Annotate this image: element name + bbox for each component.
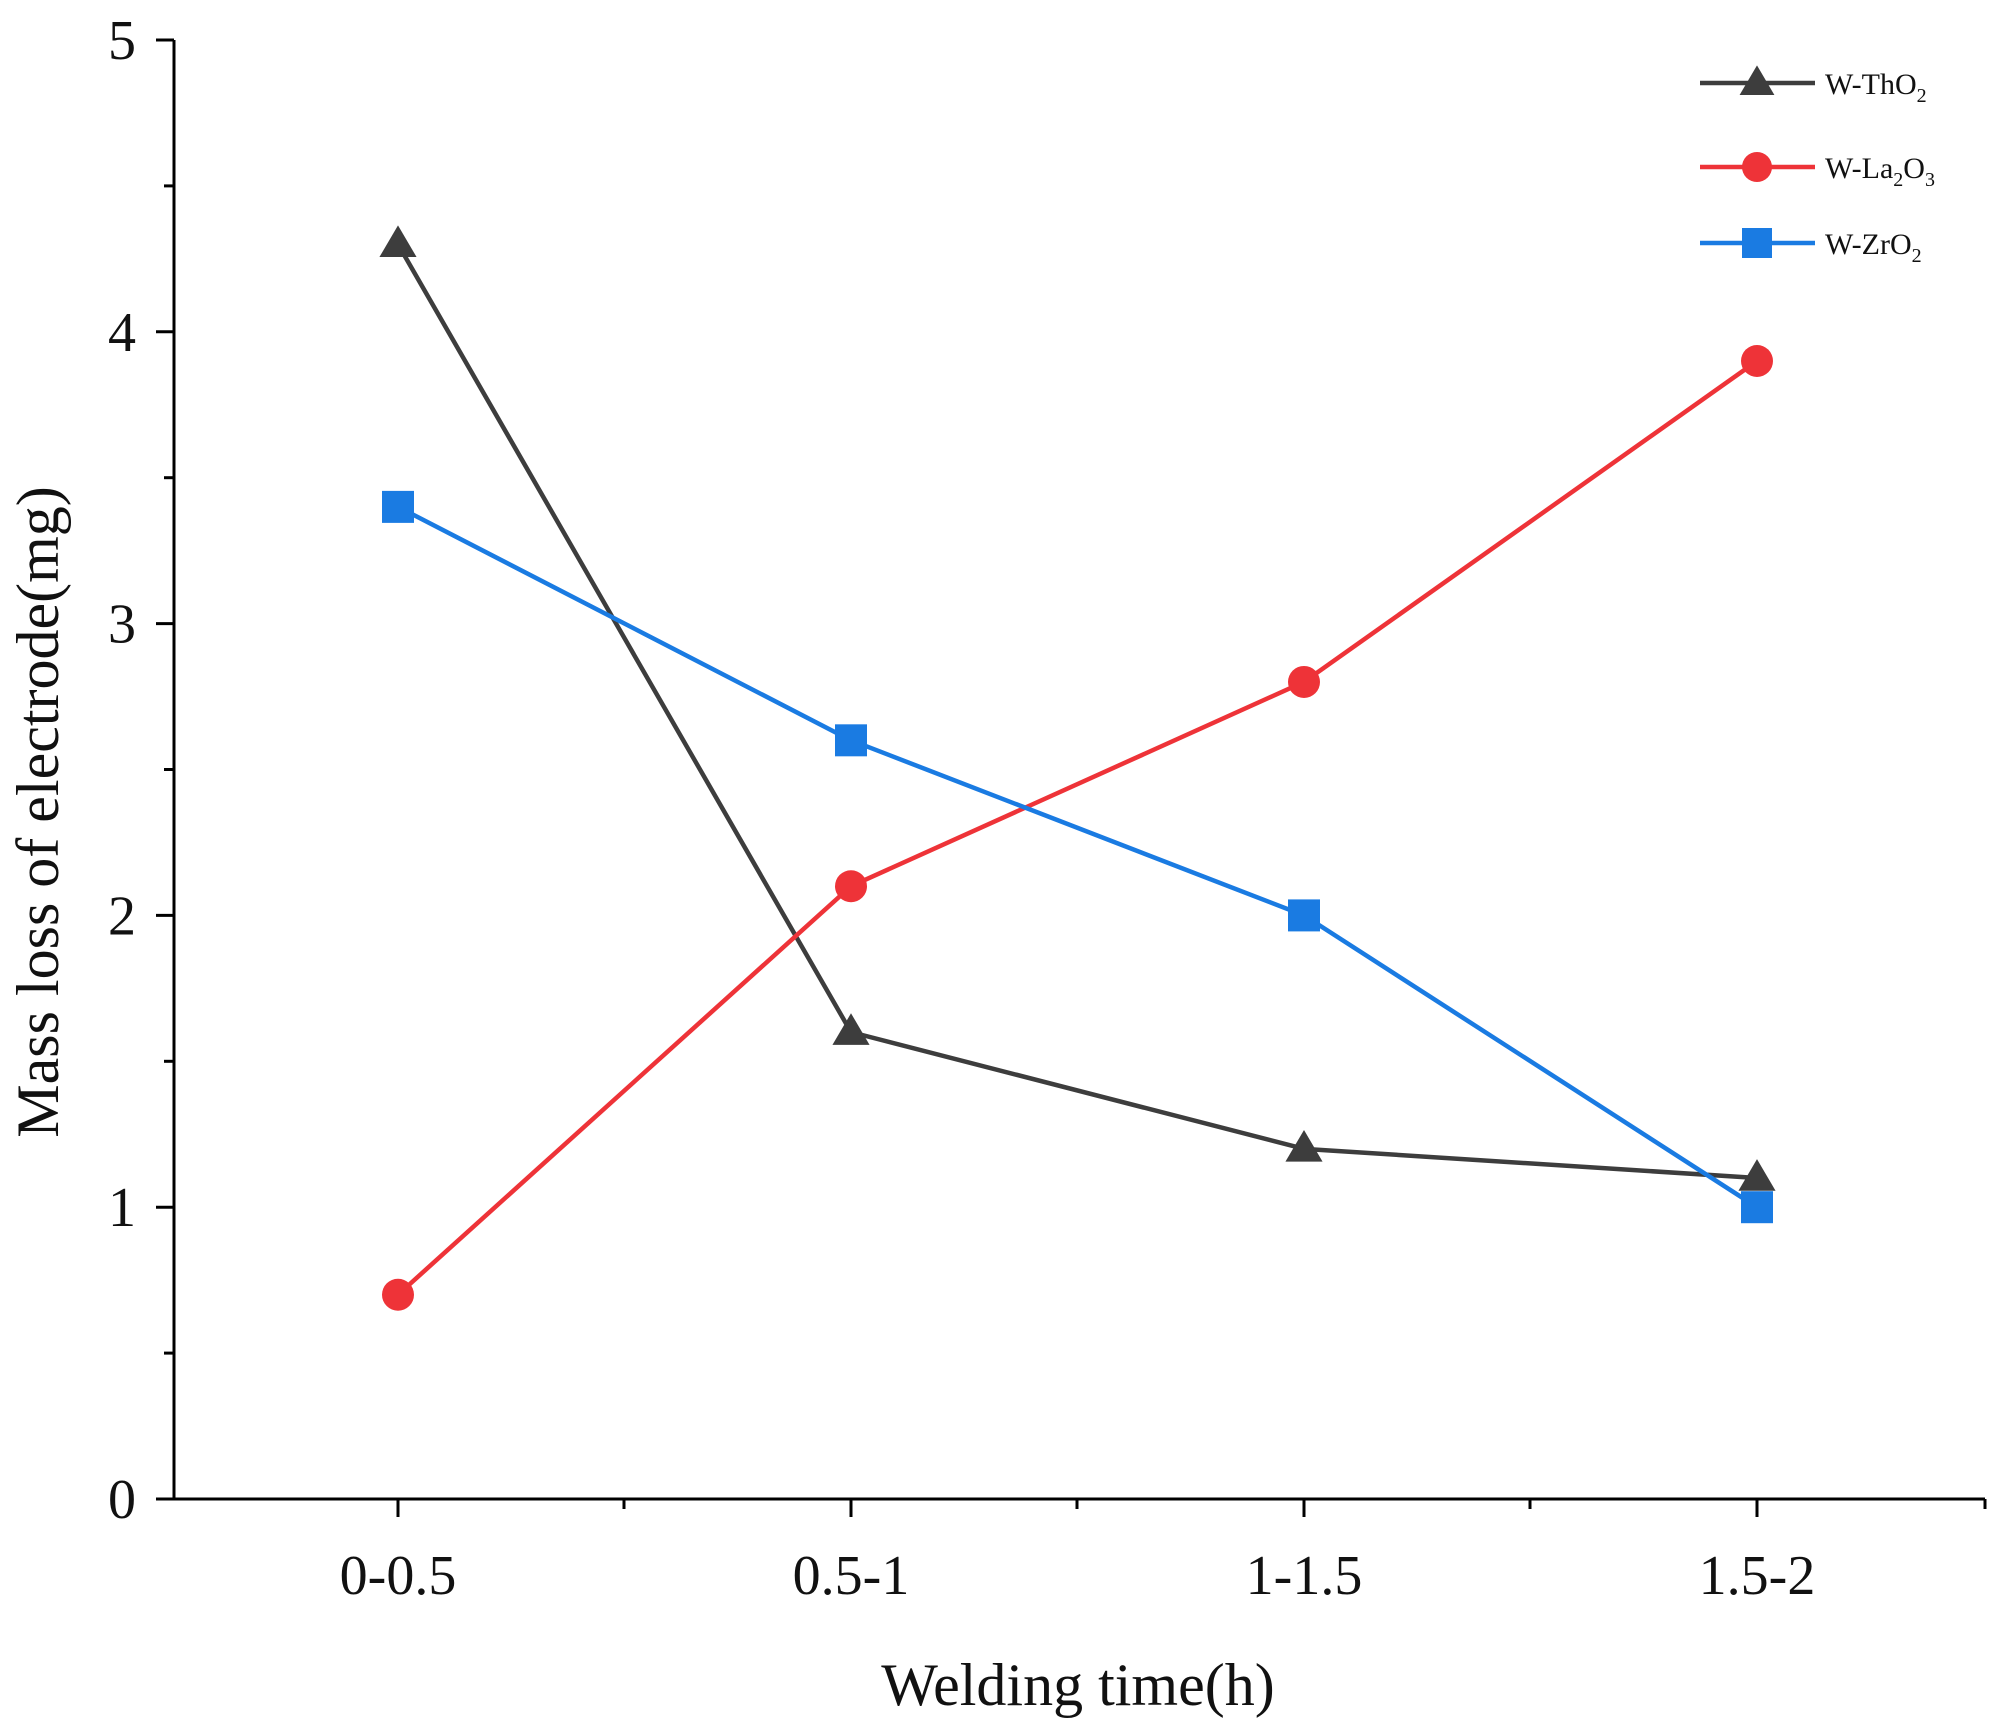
data-point-W-La2O3 bbox=[835, 870, 867, 903]
series-W-ThO2 bbox=[379, 225, 1776, 1191]
data-point-W-ThO2 bbox=[832, 1013, 870, 1045]
data-point-W-La2O3 bbox=[382, 1278, 414, 1311]
legend-item-W-ThO2: W-ThO2 bbox=[1700, 65, 1927, 107]
legend-label: W-La2O3 bbox=[1825, 152, 1935, 191]
series-layer bbox=[379, 225, 1776, 1311]
legend-item-W-La2O3: W-La2O3 bbox=[1700, 152, 1935, 191]
x-tick-label: 0.5-1 bbox=[793, 1545, 910, 1607]
data-point-W-ThO2 bbox=[379, 225, 417, 258]
data-point-W-ZrO2 bbox=[1741, 1191, 1773, 1224]
legend-marker bbox=[1742, 152, 1772, 182]
series-line-W-ThO2 bbox=[396, 243, 1758, 1181]
data-point-W-ThO2 bbox=[1285, 1129, 1323, 1162]
legend-item-W-ZrO2: W-ZrO2 bbox=[1700, 228, 1922, 267]
y-tick-label: 2 bbox=[108, 885, 136, 947]
x-axis-title: Welding time(h) bbox=[881, 1652, 1274, 1718]
legend-marker bbox=[1739, 65, 1775, 95]
legend-label: W-ThO2 bbox=[1825, 68, 1927, 107]
series-W-La2O3 bbox=[382, 344, 1773, 1311]
y-tick-label: 0 bbox=[108, 1469, 136, 1531]
y-axis-title: Mass loss of electrode(mg) bbox=[5, 486, 71, 1138]
legend-marker bbox=[1742, 228, 1772, 258]
ticks: 0-0.5 0.5-1 1-1.5 1.5-2 0 1 2 3 4 5 bbox=[108, 10, 1987, 1607]
series-line-W-ZrO2 bbox=[396, 504, 1759, 1210]
legend-label: W-ZrO2 bbox=[1825, 228, 1922, 267]
data-point-W-ZrO2 bbox=[835, 724, 867, 757]
data-point-W-ThO2 bbox=[1738, 1159, 1776, 1191]
x-tick-label: 1.5-2 bbox=[1699, 1545, 1816, 1607]
series-W-ZrO2 bbox=[382, 490, 1773, 1224]
x-tick-label: 0-0.5 bbox=[340, 1545, 457, 1607]
axes bbox=[172, 40, 1985, 1501]
data-point-W-La2O3 bbox=[1741, 344, 1773, 377]
y-tick-label: 1 bbox=[108, 1177, 136, 1239]
y-tick-label: 5 bbox=[108, 10, 136, 72]
y-tick-label: 4 bbox=[108, 302, 136, 364]
data-point-W-ZrO2 bbox=[382, 490, 414, 523]
series-line-W-La2O3 bbox=[396, 359, 1759, 1297]
data-point-W-ZrO2 bbox=[1288, 899, 1320, 932]
legend: W-ThO2 W-La2O3 W-ZrO2 bbox=[1700, 65, 1935, 267]
data-point-W-La2O3 bbox=[1288, 665, 1320, 698]
x-tick-label: 1-1.5 bbox=[1246, 1545, 1363, 1607]
y-tick-label: 3 bbox=[108, 594, 136, 656]
